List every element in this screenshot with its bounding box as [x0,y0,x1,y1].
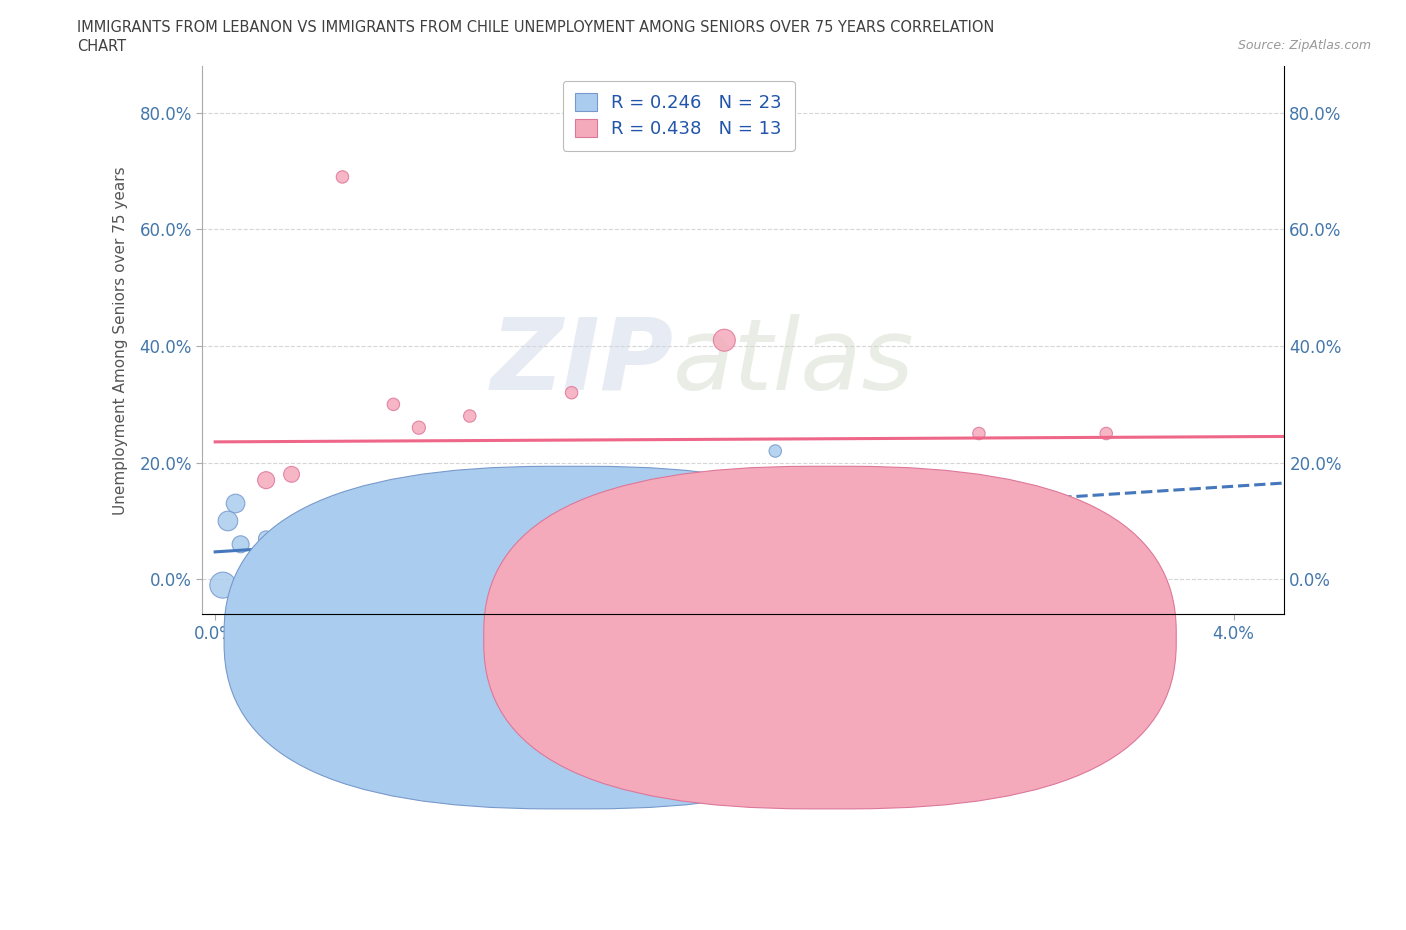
Point [260,537,283,551]
Point [763,444,786,458]
Text: Source: ZipAtlas.com: Source: ZipAtlas.com [1237,39,1371,52]
Text: Immigrants from Lebanon: Immigrants from Lebanon [598,631,796,645]
Point [280,467,302,482]
Point [292,543,315,558]
Text: IMMIGRANTS FROM LEBANON VS IMMIGRANTS FROM CHILE UNEMPLOYMENT AMONG SENIORS OVER: IMMIGRANTS FROM LEBANON VS IMMIGRANTS FR… [77,20,994,35]
Point [225,496,247,511]
Point [229,590,252,604]
Point [211,578,233,592]
Point [420,525,443,540]
Point [305,531,328,546]
Point [311,537,333,551]
FancyBboxPatch shape [484,466,1177,809]
Legend: R = 0.246   N = 23, R = 0.438   N = 13: R = 0.246 N = 23, R = 0.438 N = 13 [562,81,794,151]
Point [357,525,380,540]
Point [458,479,481,494]
Point [229,537,252,551]
Text: Immigrants from Chile: Immigrants from Chile [858,631,1028,645]
Point [841,595,863,610]
Point [458,408,481,423]
Point [586,531,609,546]
Point [280,537,302,551]
Point [382,578,405,592]
Point [408,420,430,435]
Text: atlas: atlas [673,313,915,411]
Point [285,537,308,551]
Point [967,537,990,551]
Point [254,472,277,487]
Point [509,531,531,546]
Y-axis label: Unemployment Among Seniors over 75 years: Unemployment Among Seniors over 75 years [114,166,128,514]
Point [1095,426,1118,441]
Text: ZIP: ZIP [491,313,673,411]
Point [319,543,342,558]
Point [713,333,735,348]
Point [254,531,277,546]
Point [305,537,328,551]
Point [561,385,583,400]
Text: CHART: CHART [77,39,127,54]
Point [242,590,264,604]
FancyBboxPatch shape [224,466,917,809]
Point [332,583,354,598]
Point [267,537,290,551]
Point [382,397,405,412]
Point [332,169,354,184]
Point [967,426,990,441]
Point [217,513,239,528]
